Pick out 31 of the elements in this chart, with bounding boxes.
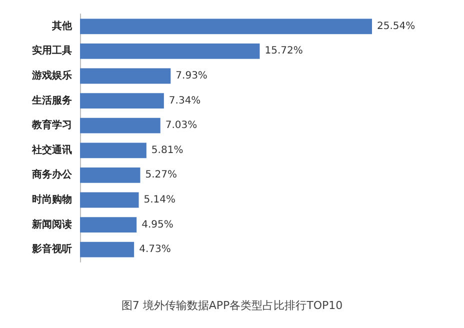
y-tick-label: 游戏娱乐 (31, 70, 72, 82)
y-tick-label: 影音视听 (31, 243, 72, 256)
y-tick-label: 生活服务 (31, 94, 72, 106)
bar (80, 142, 146, 158)
data-label: 5.81% (151, 144, 184, 156)
bar (80, 192, 139, 208)
y-tick-label: 其他 (51, 20, 73, 32)
bar (80, 18, 372, 34)
y-tick-label: 教育学习 (31, 119, 72, 132)
bar (80, 242, 134, 258)
data-label: 7.03% (165, 120, 198, 132)
y-tick-label: 时尚购物 (32, 194, 72, 206)
data-label: 4.95% (142, 219, 174, 230)
bar (80, 93, 164, 108)
y-tick-label: 商务办公 (31, 168, 73, 181)
bar (80, 44, 260, 59)
text: 图7 境外传输数据APP各类型占比排行TOP10 (121, 299, 343, 312)
data-label: 15.72% (264, 46, 303, 57)
y-tick-label: 新闻阅读 (31, 218, 72, 230)
y-tick-label: 社交通讯 (31, 144, 72, 156)
bar (80, 118, 160, 134)
data-label: 5.27% (145, 170, 178, 181)
y-tick-label: 实用工具 (32, 44, 72, 57)
data-label: 7.34% (168, 95, 201, 106)
data-label: 7.93% (176, 70, 208, 82)
data-label: 5.14% (144, 194, 176, 206)
bar (80, 217, 137, 232)
data-label: 4.73% (139, 244, 171, 256)
data-label: 25.54% (377, 20, 416, 32)
bar (80, 168, 140, 183)
bar (80, 68, 171, 84)
